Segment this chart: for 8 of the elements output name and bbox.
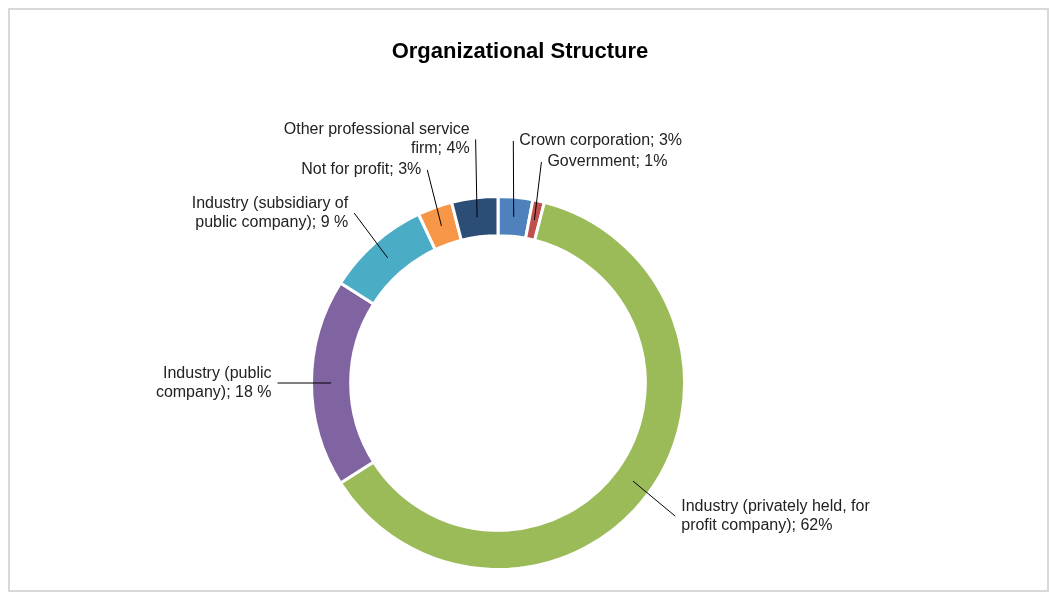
chart-title: Organizational Structure xyxy=(391,38,649,64)
slice-label: Industry (privately held, for profit company); 62% xyxy=(681,497,871,534)
slice-label: Government; 1% xyxy=(547,152,668,170)
slice-label: Other professional service firm; 4% xyxy=(283,120,470,157)
slice-label: Industry (public company); 18 % xyxy=(155,363,272,400)
slice-label: Not for profit; 3% xyxy=(301,160,422,178)
slice-label: Crown corporation; 3% xyxy=(519,131,683,149)
slice-label: Industry (subsidiary of public company); 9 % xyxy=(191,194,349,231)
